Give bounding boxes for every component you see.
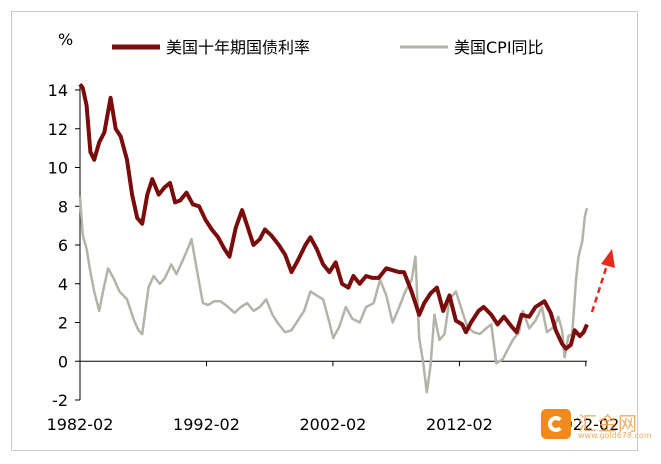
legend-label-treasury: 美国十年期国债利率 bbox=[166, 38, 310, 57]
watermark-logo-icon bbox=[541, 409, 571, 439]
series-line-cpi bbox=[78, 196, 589, 394]
y-tick-label: 6 bbox=[58, 236, 68, 255]
annotations bbox=[590, 249, 615, 313]
y-axis-label: % bbox=[58, 30, 73, 49]
y-tick-label: 14 bbox=[48, 81, 68, 100]
x-tick-label: 1982-02 bbox=[47, 415, 114, 434]
series-group bbox=[78, 83, 589, 394]
trend-arrow-head-icon bbox=[601, 249, 615, 268]
y-tick-label: 4 bbox=[58, 275, 68, 294]
y-tick-label: -2 bbox=[52, 391, 68, 410]
y-axis: -2 0 2 4 6 8 10 12 14 bbox=[48, 81, 81, 410]
y-tick-label: 10 bbox=[48, 159, 68, 178]
x-axis: 1982-02 1992-02 2002-02 2012-02 2022-02 bbox=[47, 360, 619, 434]
chart-frame bbox=[11, 11, 638, 451]
x-tick-label: 2012-02 bbox=[426, 415, 493, 434]
y-tick-label: 12 bbox=[48, 120, 68, 139]
y-tick-label: 2 bbox=[58, 314, 68, 333]
x-tick-label: 1992-02 bbox=[173, 415, 240, 434]
y-tick-label: 8 bbox=[58, 197, 68, 216]
watermark-text: 汇金网 bbox=[578, 413, 639, 435]
series-line-treasury bbox=[78, 83, 589, 351]
legend-label-cpi: 美国CPI同比 bbox=[454, 38, 544, 57]
trend-arrow-shaft bbox=[590, 261, 610, 313]
watermark-url: www.gold678.com bbox=[578, 431, 652, 440]
x-tick-label: 2002-02 bbox=[300, 415, 367, 434]
legend: 美国十年期国债利率 美国CPI同比 bbox=[112, 38, 544, 57]
y-tick-label: 0 bbox=[58, 352, 68, 371]
